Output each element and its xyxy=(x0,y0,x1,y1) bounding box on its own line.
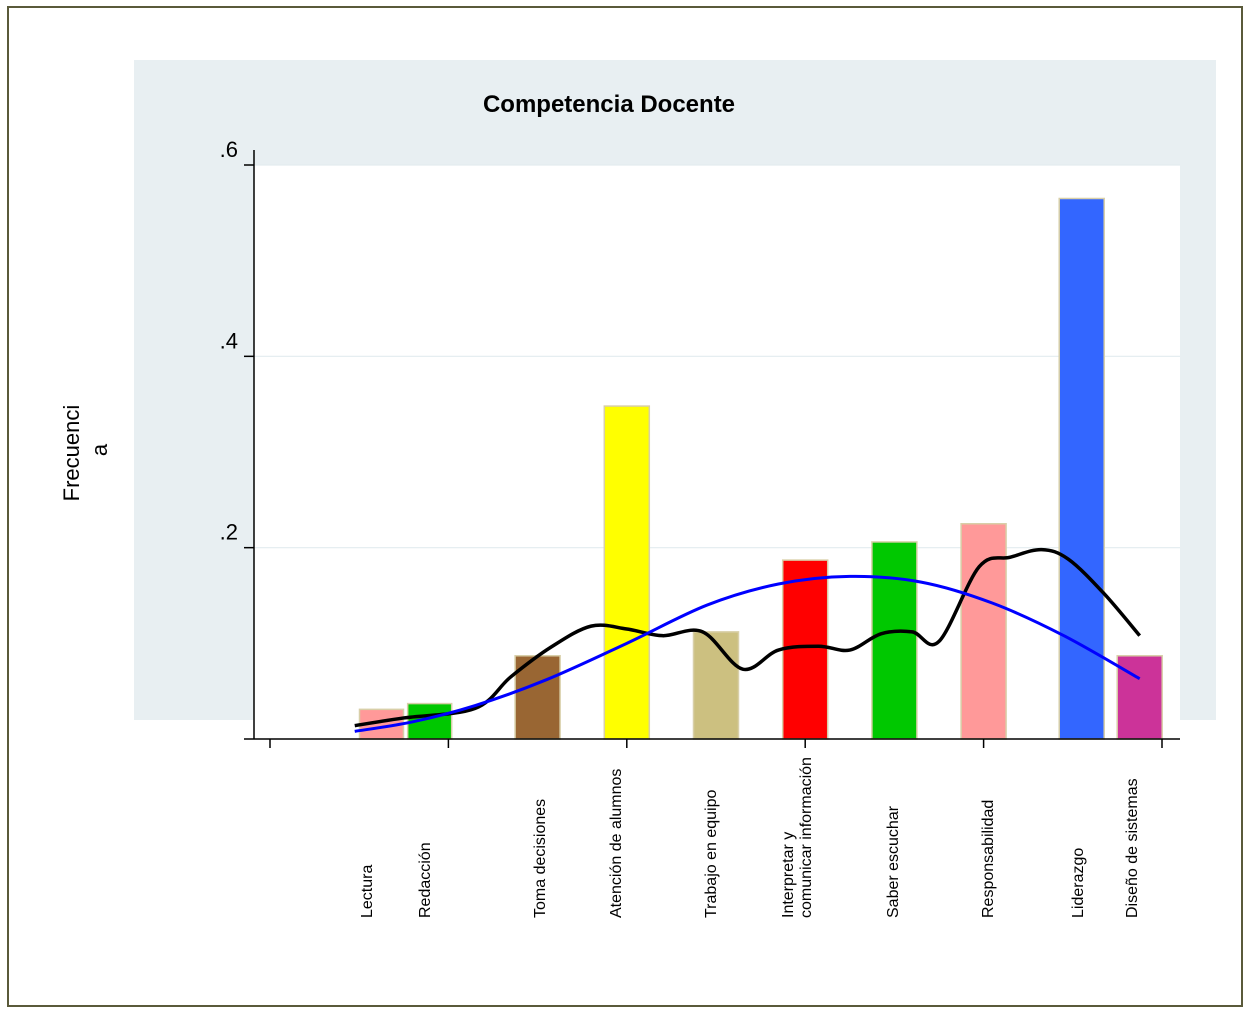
category-label-line: Diseño de sistemas xyxy=(1124,778,1141,918)
category-label-line: Lectura xyxy=(359,865,376,918)
bar-6 xyxy=(871,541,918,740)
bars xyxy=(358,197,1163,740)
category-label-6: Saber escuchar xyxy=(885,805,902,918)
gridlines xyxy=(254,164,1180,549)
category-label-0: Lectura xyxy=(359,865,376,918)
curve-1 xyxy=(354,574,1141,733)
chart-title: Competencia Docente xyxy=(483,91,735,118)
y-axis-label: Frecuenci a xyxy=(59,399,112,502)
category-label-line: Atención de alumnos xyxy=(608,769,625,918)
bar-8 xyxy=(1058,197,1105,740)
bar-5 xyxy=(781,559,829,740)
bar-3 xyxy=(603,405,651,740)
y-tick-label: .6 xyxy=(220,137,238,162)
y-tick-label: .2 xyxy=(220,520,238,545)
y-axis-label-line-2: a xyxy=(87,443,112,456)
category-label-2: Toma decisiones xyxy=(532,799,549,918)
category-label-line: Interpretar y xyxy=(780,832,797,918)
category-label-9: Diseño de sistemas xyxy=(1124,778,1141,918)
category-label-line: Trabajo en equipo xyxy=(703,790,720,918)
bar-4 xyxy=(692,631,740,740)
category-label-line: Responsabilidad xyxy=(980,800,997,918)
category-label-line: Liderazgo xyxy=(1070,848,1087,918)
category-label-1: Redacción xyxy=(417,842,434,918)
axes: .2 .4 .6 Lectura Redacción Toma decisiones Ate… xyxy=(220,137,1180,918)
curve-0 xyxy=(354,547,1142,728)
category-label-8: Liderazgo xyxy=(1070,848,1087,918)
category-label-3: Atención de alumnos xyxy=(608,769,625,918)
y-axis-label-line-1: Frecuenci xyxy=(59,405,84,502)
category-label-line: Redacción xyxy=(417,842,434,918)
y-tick-label: .4 xyxy=(220,328,238,353)
bar-7 xyxy=(960,523,1007,740)
curves xyxy=(354,547,1142,733)
category-label-7: Responsabilidad xyxy=(980,800,997,918)
category-label-line: Saber escuchar xyxy=(885,805,902,918)
category-label-4: Trabajo en equipo xyxy=(703,790,720,918)
category-label-line: comunicar información xyxy=(798,757,815,918)
category-label-line: Toma decisiones xyxy=(532,799,549,918)
category-label-5: Interpretar ycomunicar información xyxy=(780,757,815,918)
